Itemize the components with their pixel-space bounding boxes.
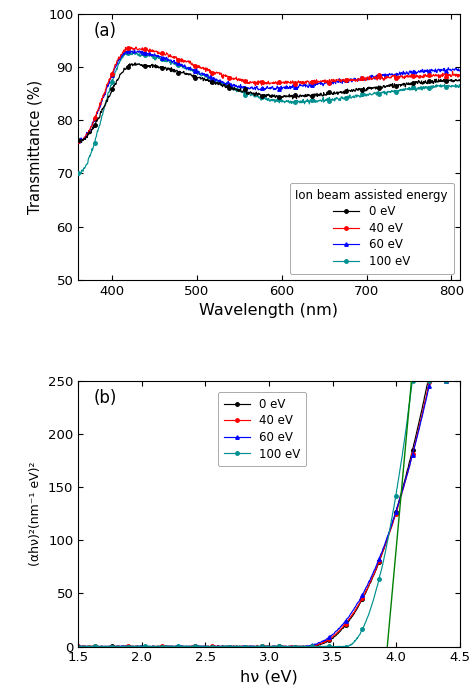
0 eV xyxy=(75,642,81,651)
0 eV xyxy=(308,91,314,99)
Line: 0 eV: 0 eV xyxy=(76,61,462,144)
100 eV xyxy=(319,642,325,651)
60 eV xyxy=(366,73,372,82)
0 eV xyxy=(405,80,410,89)
0 eV xyxy=(99,642,104,651)
40 eV xyxy=(404,470,410,478)
40 eV xyxy=(75,137,81,145)
40 eV xyxy=(319,640,325,648)
40 eV xyxy=(99,96,105,104)
60 eV xyxy=(308,80,314,89)
100 eV xyxy=(76,642,82,651)
0 eV xyxy=(365,584,371,593)
100 eV xyxy=(75,642,81,651)
60 eV xyxy=(428,377,434,385)
0 eV xyxy=(426,377,431,385)
Legend: 0 eV, 40 eV, 60 eV, 100 eV: 0 eV, 40 eV, 60 eV, 100 eV xyxy=(290,183,454,274)
60 eV xyxy=(298,81,303,89)
100 eV xyxy=(298,97,303,106)
40 eV xyxy=(76,642,82,651)
60 eV xyxy=(99,642,105,651)
0 eV xyxy=(457,377,463,385)
60 eV xyxy=(457,66,463,74)
40 eV xyxy=(99,642,105,651)
Line: 40 eV: 40 eV xyxy=(76,45,462,145)
100 eV xyxy=(365,612,371,620)
40 eV xyxy=(319,77,325,85)
40 eV xyxy=(308,642,313,650)
Legend: 0 eV, 40 eV, 60 eV, 100 eV: 0 eV, 40 eV, 60 eV, 100 eV xyxy=(218,392,306,466)
Line: 60 eV: 60 eV xyxy=(76,48,462,143)
40 eV xyxy=(365,582,371,591)
100 eV xyxy=(99,111,105,120)
100 eV xyxy=(75,169,81,178)
0 eV xyxy=(298,92,303,100)
100 eV xyxy=(308,97,314,106)
60 eV xyxy=(365,579,371,588)
40 eV xyxy=(76,138,82,147)
60 eV xyxy=(132,45,137,54)
40 eV xyxy=(308,78,314,87)
60 eV xyxy=(457,377,463,385)
Text: (a): (a) xyxy=(93,22,117,40)
60 eV xyxy=(297,642,303,651)
60 eV xyxy=(75,642,81,650)
0 eV xyxy=(319,92,325,100)
60 eV xyxy=(308,642,313,650)
Line: 40 eV: 40 eV xyxy=(76,379,462,648)
40 eV xyxy=(405,73,410,81)
40 eV xyxy=(427,377,433,385)
0 eV xyxy=(307,642,313,650)
60 eV xyxy=(77,138,83,146)
100 eV xyxy=(457,82,463,90)
40 eV xyxy=(133,43,139,51)
X-axis label: hν (eV): hν (eV) xyxy=(240,670,298,685)
0 eV xyxy=(99,105,105,113)
Line: 0 eV: 0 eV xyxy=(76,379,462,648)
0 eV xyxy=(366,85,372,93)
100 eV xyxy=(99,642,105,651)
100 eV xyxy=(319,96,325,104)
40 eV xyxy=(75,642,81,651)
100 eV xyxy=(308,642,313,651)
0 eV xyxy=(75,136,81,144)
0 eV xyxy=(79,138,84,147)
100 eV xyxy=(297,642,303,651)
100 eV xyxy=(405,85,410,94)
60 eV xyxy=(319,79,325,87)
Y-axis label: (αhν)²(nm⁻¹ eV)²: (αhν)²(nm⁻¹ eV)² xyxy=(29,461,42,566)
40 eV xyxy=(366,73,372,82)
60 eV xyxy=(405,69,410,78)
40 eV xyxy=(298,78,303,86)
0 eV xyxy=(297,642,302,651)
100 eV xyxy=(366,91,372,99)
X-axis label: Wavelength (nm): Wavelength (nm) xyxy=(200,303,338,318)
40 eV xyxy=(297,642,303,651)
Line: 60 eV: 60 eV xyxy=(76,379,462,648)
0 eV xyxy=(132,59,138,67)
100 eV xyxy=(404,415,410,424)
100 eV xyxy=(131,48,137,57)
Line: 100 eV: 100 eV xyxy=(76,51,462,177)
100 eV xyxy=(76,171,82,180)
100 eV xyxy=(457,377,463,385)
100 eV xyxy=(410,377,415,385)
40 eV xyxy=(457,377,463,385)
0 eV xyxy=(404,468,410,477)
60 eV xyxy=(404,470,410,479)
60 eV xyxy=(319,637,325,646)
0 eV xyxy=(319,640,324,648)
40 eV xyxy=(457,71,463,79)
Line: 100 eV: 100 eV xyxy=(76,379,462,648)
60 eV xyxy=(76,642,82,651)
0 eV xyxy=(457,75,463,84)
Y-axis label: Transmittance (%): Transmittance (%) xyxy=(27,80,43,214)
60 eV xyxy=(75,137,81,145)
Text: (b): (b) xyxy=(93,389,117,407)
60 eV xyxy=(99,97,105,106)
